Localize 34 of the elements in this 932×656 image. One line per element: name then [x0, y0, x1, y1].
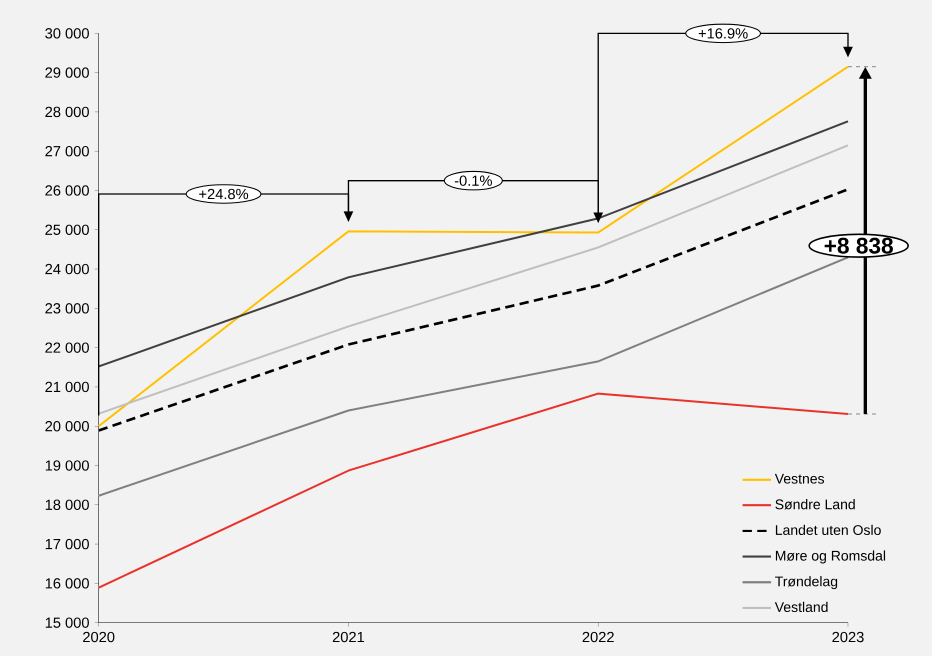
- line-series: [98, 120, 849, 368]
- y-tick-label: 24 000: [45, 264, 89, 274]
- y-tick-label: 16 000: [46, 578, 89, 589]
- y-tick-label: 29 000: [45, 67, 89, 78]
- x-tick-label: 2023: [832, 632, 864, 642]
- line-series: [98, 66, 849, 428]
- legend-label: Søndre Land: [775, 499, 855, 510]
- annotation: +8 838: [824, 238, 893, 254]
- y-tick-label: 30 000: [45, 28, 89, 39]
- y-tick-label: 28 000: [45, 106, 89, 118]
- annotation: +24.8%: [199, 188, 248, 200]
- y-tick-label: 18 000: [46, 500, 89, 510]
- legend-label: Trøndelag: [775, 576, 838, 590]
- annotation: +16.9%: [698, 28, 748, 39]
- y-tick-label: 27 000: [45, 146, 89, 156]
- y-tick-label: 25 000: [45, 224, 89, 235]
- y-tick-label: 19 000: [46, 460, 89, 471]
- y-tick-label: 17 000: [46, 538, 89, 550]
- x-tick-label: 2021: [332, 632, 364, 642]
- y-tick-label: 15 000: [46, 617, 89, 628]
- x-tick-label: 2022: [582, 632, 614, 642]
- legend-label: Møre og Romsdal: [776, 550, 886, 564]
- y-tick-label: 23 000: [45, 303, 89, 314]
- y-tick-label: 26 000: [45, 185, 89, 196]
- y-tick-label: 22 000: [45, 342, 89, 353]
- legend-label: Vestland: [774, 602, 828, 612]
- line-series: [98, 256, 849, 497]
- legend-label: Vestnes: [774, 474, 824, 484]
- y-tick-label: 20 000: [45, 421, 89, 432]
- annotation: -0.1%: [454, 175, 492, 186]
- line-series: [98, 144, 849, 415]
- legend-label: Landet uten Oslo: [776, 524, 881, 536]
- y-tick-label: 21 000: [45, 382, 89, 392]
- x-tick-label: 2020: [83, 632, 114, 642]
